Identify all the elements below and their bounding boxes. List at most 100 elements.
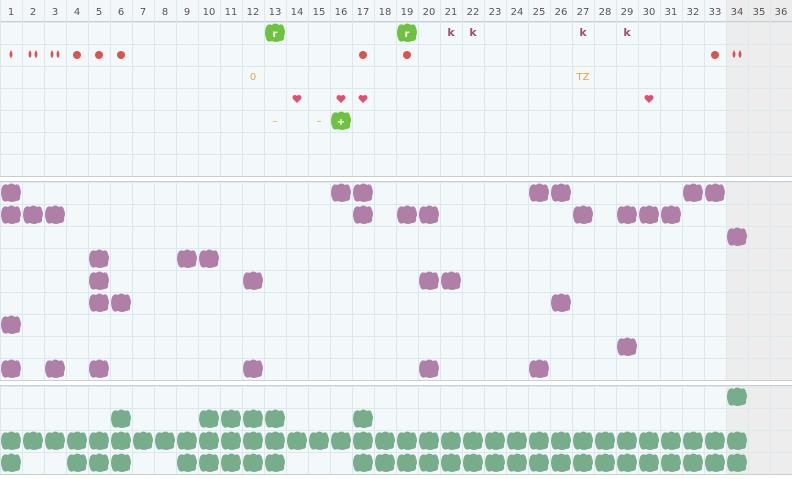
dot [359, 51, 367, 59]
column-number: 28 [599, 7, 612, 18]
bottom-piece [111, 453, 131, 472]
dot [95, 51, 103, 59]
middle-piece [89, 359, 109, 378]
bottom-piece [287, 431, 307, 450]
bottom-piece [419, 431, 439, 450]
bottom-piece [551, 431, 571, 450]
label: – [273, 116, 278, 127]
bottom-piece [485, 431, 505, 450]
bottom-piece [661, 453, 681, 472]
bottom-piece [375, 431, 395, 450]
column-number: 2 [30, 7, 36, 18]
column-number: 31 [665, 7, 678, 18]
bottom-piece [463, 431, 483, 450]
middle-piece [397, 205, 417, 224]
middle-piece [661, 205, 681, 224]
column-number: 32 [687, 7, 700, 18]
drop [9, 50, 13, 58]
tile-text: r [405, 29, 410, 40]
middle-piece [45, 359, 65, 378]
bottom-piece [485, 453, 505, 472]
column-number: 29 [621, 7, 634, 18]
middle-piece [1, 183, 21, 202]
bottom-piece [133, 431, 153, 450]
bottom-piece [89, 453, 109, 472]
column-number: 33 [709, 7, 722, 18]
bottom-piece [23, 431, 43, 450]
middle-piece [1, 315, 21, 334]
bottom-piece [221, 409, 241, 428]
dot [73, 51, 81, 59]
bottom-piece [705, 453, 725, 472]
drop [34, 50, 38, 58]
bottom-piece [529, 431, 549, 450]
bottom-piece [397, 431, 417, 450]
heart [292, 95, 302, 103]
bottom-piece [89, 431, 109, 450]
bottom-piece [595, 431, 615, 450]
middle-piece [639, 205, 659, 224]
middle-piece [529, 183, 549, 202]
column-number: 20 [423, 7, 436, 18]
shade [726, 0, 792, 22]
bottom-piece [309, 431, 329, 450]
bottom-piece [199, 409, 219, 428]
drop [56, 50, 60, 58]
column-number: 24 [511, 7, 524, 18]
bottom-piece [265, 409, 285, 428]
bottom-piece [727, 387, 747, 406]
column-number: 8 [162, 7, 168, 18]
bottom-piece [243, 453, 263, 472]
middle-piece [243, 359, 263, 378]
dot [403, 51, 411, 59]
column-number: 16 [335, 7, 348, 18]
middle-piece [1, 359, 21, 378]
column-number: 17 [357, 7, 370, 18]
bottom-piece [529, 453, 549, 472]
label: – [317, 116, 322, 127]
middle-piece [551, 293, 571, 312]
bottom-piece [199, 431, 219, 450]
bottom-piece [111, 431, 131, 450]
middle-piece [573, 205, 593, 224]
bottom-piece [243, 409, 263, 428]
label: 0 [250, 72, 256, 83]
bottom-piece [177, 431, 197, 450]
bottom-piece [353, 409, 373, 428]
middle-piece [551, 183, 571, 202]
column-number: 26 [555, 7, 568, 18]
bottom-piece [397, 453, 417, 472]
column-number: 23 [489, 7, 502, 18]
bottom-piece [353, 453, 373, 472]
column-number: 30 [643, 7, 656, 18]
middle-piece [617, 337, 637, 356]
middle-piece [705, 183, 725, 202]
shade [726, 182, 792, 380]
bottom-piece [1, 431, 21, 450]
column-number: 10 [203, 7, 216, 18]
column-number: 1 [8, 7, 14, 18]
bottom-piece [331, 431, 351, 450]
bottom-piece [683, 431, 703, 450]
middle-piece [419, 205, 439, 224]
column-number: 11 [225, 7, 238, 18]
column-number: 5 [96, 7, 102, 18]
middle-piece [683, 183, 703, 202]
bottom-piece [507, 431, 527, 450]
drop [738, 50, 742, 58]
bottom-piece [727, 453, 747, 472]
bottom-piece [705, 431, 725, 450]
dot [117, 51, 125, 59]
bottom-piece [551, 453, 571, 472]
column-number: 18 [379, 7, 392, 18]
letter: k [469, 26, 477, 39]
middle-piece [727, 227, 747, 246]
bottom-piece [661, 431, 681, 450]
drop [732, 50, 736, 58]
column-number: 12 [247, 7, 260, 18]
middle-piece [353, 183, 373, 202]
bottom-piece [463, 453, 483, 472]
column-number: 21 [445, 7, 458, 18]
column-number: 34 [731, 7, 744, 18]
